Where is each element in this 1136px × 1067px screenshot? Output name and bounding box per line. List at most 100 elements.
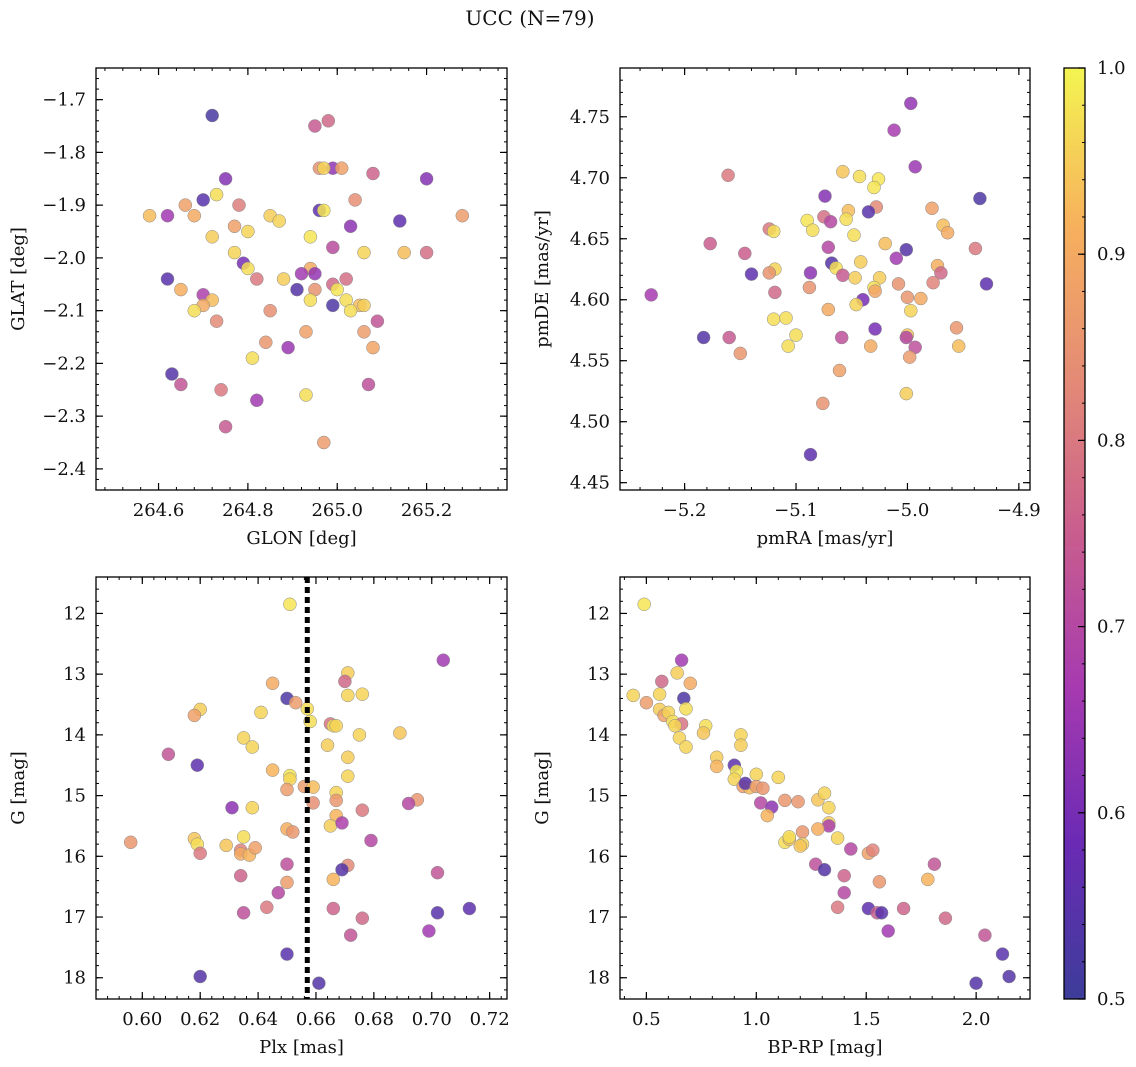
scatter-point [837,885,851,900]
scatter-point [951,339,966,353]
plot-frame [619,576,1031,1000]
scatter-point [227,245,242,260]
scatter-point [802,280,817,295]
scatter-point [174,377,188,392]
scatter-point [232,198,246,212]
scatter-point [317,161,331,175]
scatter-point [821,240,836,255]
scatter-point [852,169,867,184]
x-tick-label: 0.72 [470,1009,510,1030]
scatter-point [341,750,355,765]
scatter-point [817,786,832,800]
y-tick-label: 4.70 [570,168,610,189]
scatter-point [900,290,915,305]
y-tick-label: 12 [587,603,610,624]
scatter-point [312,976,326,990]
y-tick-label: 17 [63,907,86,928]
y-tick-label: 15 [63,786,86,807]
scatter-point [326,901,341,916]
y-tick-label: 4.60 [570,290,610,311]
x-tick-label: 2.0 [962,1009,991,1030]
scatter-point [355,687,370,701]
scatter-point [250,272,264,286]
scatter-point [370,314,385,328]
x-tick-label: 265.0 [311,500,363,521]
y-axis-label: G [mag] [532,751,553,824]
scatter-point [250,393,264,408]
scatter-point [187,708,202,723]
scatter-point [393,726,407,740]
scatter-point [323,819,338,833]
colorbar-tick-label: 1.0 [1097,58,1126,79]
colorbar-tick-label: 0.5 [1097,989,1126,1010]
y-tick-label: 14 [63,725,86,746]
scatter-point [832,363,847,378]
x-tick-label: −5.1 [774,500,818,521]
scatter-point [978,928,992,942]
colorbar-tick-label: 0.7 [1097,617,1126,638]
x-tick-label: 264.8 [222,500,274,521]
scatter-point [341,688,355,703]
colorbar-gradient [1063,67,1086,1000]
y-tick-label: 17 [587,907,610,928]
scatter-point [219,838,233,853]
scatter-point [335,862,349,877]
scatter-point [338,674,352,689]
scatter-point [626,688,640,703]
scatter-point [927,857,942,871]
scatter-point [655,674,669,689]
scatter-point [791,794,805,809]
figure-title: UCC (N=79) [465,6,595,30]
x-tick-label: −5.0 [886,500,930,521]
scatter-point [668,719,682,733]
scatter-point [329,719,343,733]
scatter-point [196,193,210,207]
scatter-point [805,223,820,237]
scatter-point [339,272,353,286]
scatter-point [193,846,207,861]
scatter-point [218,172,233,186]
scatter-point [781,339,795,353]
y-tick-label: −2.3 [42,406,86,427]
scatter-point [343,303,358,318]
scatter-point [397,245,411,260]
scatter-point [914,291,928,306]
y-tick-label: 4.65 [570,229,610,250]
scatter-point [925,201,939,216]
scatter-point [881,924,895,938]
scatter-point [355,803,370,817]
scatter-point [766,224,781,239]
scatter-point [286,825,300,839]
scatter-point [393,214,407,228]
scatter-point [940,225,955,240]
scatter-point [241,261,255,276]
y-tick-label: 16 [63,846,86,867]
y-tick-label: 18 [63,968,86,989]
scatter-point [271,885,286,900]
scatter-panel-4: 0.5 1.0 1.5 2.0 12 13 14 15 16 17 18 BP-RP [mag] G [… [532,576,1031,1058]
scatter-point [142,208,157,223]
scatter-point [290,282,304,297]
scatter-point [236,830,251,844]
scatter-point [709,759,724,774]
plot-frame [619,67,1031,491]
scatter-point [793,839,808,853]
scatter-points [142,108,470,450]
scatter-point [436,653,451,667]
scatter-point [326,872,341,887]
scatter-point [272,214,286,228]
scatter-point [280,782,294,797]
scatter-point [343,219,358,234]
scatter-point [696,330,711,345]
scatter-point [866,843,880,857]
scatter-point [248,841,262,855]
scatter-point [891,277,906,291]
scatter-point [766,312,781,326]
scatter-point [733,346,748,361]
scatter-point [419,245,434,260]
scatter-point [161,747,176,762]
y-tick-label: 16 [587,846,610,867]
scatter-point [902,350,917,364]
scatter-point [868,322,882,336]
